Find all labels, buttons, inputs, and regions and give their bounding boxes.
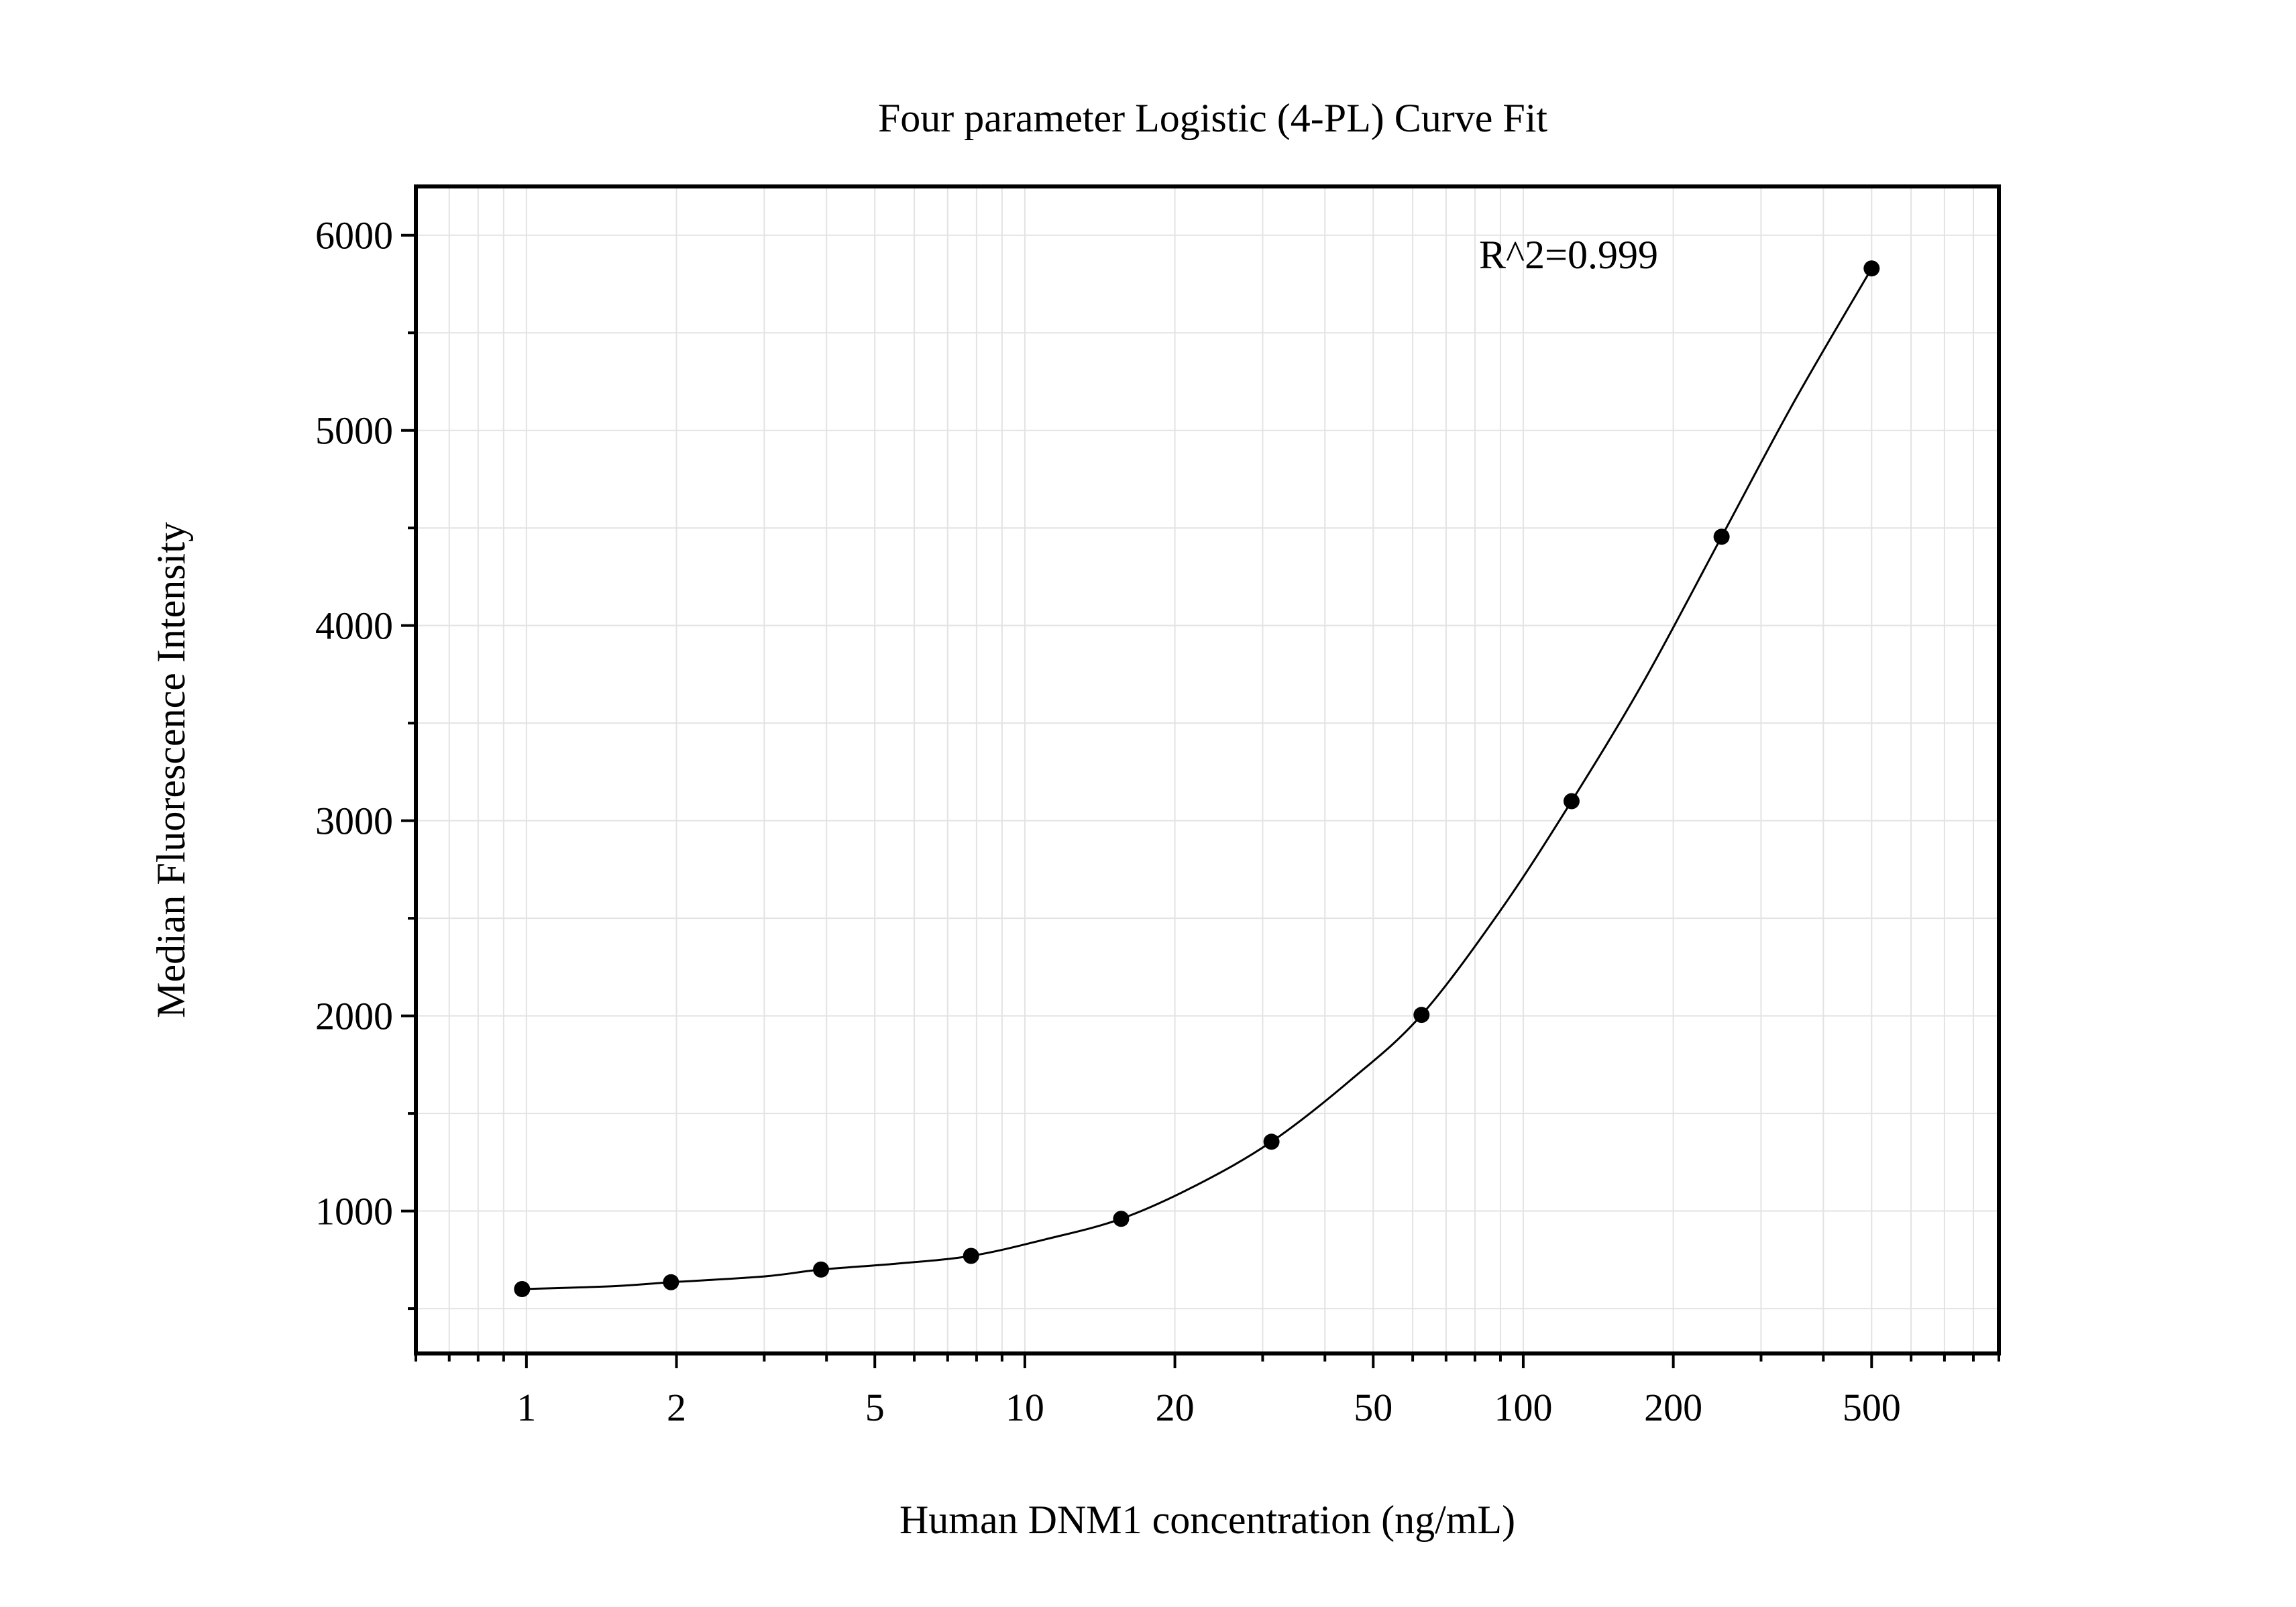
y-tick-label: 4000 [315,604,393,648]
y-tick-label: 5000 [315,409,393,453]
x-tick-label: 5 [865,1386,885,1429]
y-tick-label: 1000 [315,1190,393,1233]
data-point [1113,1211,1130,1227]
data-point [663,1274,679,1290]
grid-layer [415,186,2000,1353]
y-tick-label: 2000 [315,995,393,1038]
data-point [1713,529,1730,545]
y-tick-labels: 1000 2000 3000 4000 5000 6000 [315,214,393,1233]
data-points-layer [514,260,1880,1297]
x-axis-label: Human DNM1 concentration (ng/mL) [899,1498,1515,1542]
y-axis-label: Median Fluorescence Intensity [149,522,193,1018]
data-point [1263,1133,1280,1150]
data-point [963,1248,979,1264]
r-squared-annotation: R^2=0.999 [1479,233,1658,277]
y-tick-label: 6000 [315,214,393,258]
data-point [1863,260,1880,277]
x-tick-label: 1 [516,1386,536,1429]
data-point [514,1280,531,1297]
y-tick-label: 3000 [315,799,393,843]
ticks-layer [401,233,2000,1368]
data-point [813,1261,830,1278]
x-tick-label: 500 [1843,1386,1901,1429]
x-tick-label: 2 [667,1386,686,1429]
x-tick-label: 10 [1005,1386,1044,1429]
x-tick-label: 50 [1354,1386,1392,1429]
x-tick-label: 20 [1156,1386,1195,1429]
data-point [1563,793,1580,810]
chart-title: Four parameter Logistic (4-PL) Curve Fit [878,96,1547,140]
data-point [1413,1007,1430,1023]
x-tick-label: 100 [1494,1386,1552,1429]
x-tick-labels: 1 2 5 10 20 50 100 200 500 [516,1386,1900,1429]
plot-frame [414,184,2001,1355]
x-tick-label: 200 [1644,1386,1702,1429]
